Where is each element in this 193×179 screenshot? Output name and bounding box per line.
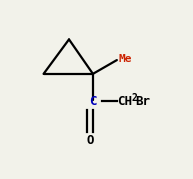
Text: 2: 2 [131, 93, 137, 103]
Text: C: C [89, 95, 97, 108]
Text: CH: CH [117, 95, 132, 108]
Text: Br: Br [135, 95, 151, 108]
Text: O: O [86, 134, 94, 147]
Text: Me: Me [118, 54, 132, 64]
